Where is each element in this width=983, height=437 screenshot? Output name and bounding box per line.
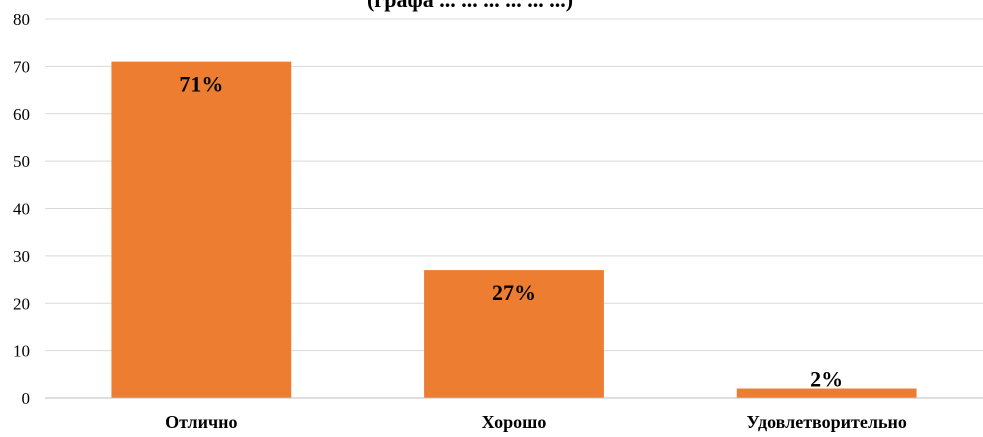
y-tick-label: 70 [13,57,30,76]
data-label: 27% [492,280,536,305]
category-labels: Отлично Хорошо Удовлетворительно [165,412,907,432]
bars [111,61,917,398]
category-label: Удовлетворительно [746,412,906,432]
y-tick-label: 80 [13,10,30,29]
bar-2 [424,270,604,398]
y-tick-label: 50 [13,152,30,171]
y-tick-label: 60 [13,105,30,124]
y-tick-label: 30 [13,247,30,266]
data-label: 2% [810,367,843,392]
bar-3 [736,388,917,398]
chart-title: (графа ... ... ... ... ... ...) [367,0,573,12]
y-tick-label: 40 [13,200,30,219]
data-label: 71% [179,72,223,97]
y-tick-label: 10 [13,342,30,361]
bar-1 [111,61,292,398]
y-tick-label: 0 [22,389,31,408]
category-label: Хорошо [482,412,547,432]
data-labels: 71% 27% 2% [179,72,843,392]
y-tick-label: 20 [13,294,30,313]
category-label: Отлично [165,412,237,432]
y-axis-tick-labels: 0 10 20 30 40 50 60 70 80 [13,10,30,408]
